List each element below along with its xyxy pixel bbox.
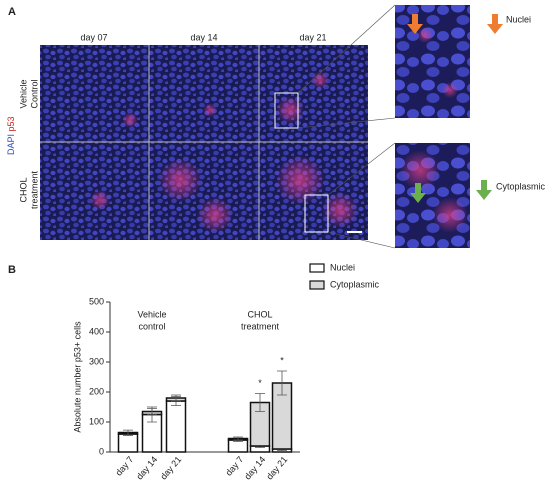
panel-label: B xyxy=(8,264,16,276)
stain-dapi: DAPI xyxy=(6,134,16,155)
error-bar xyxy=(123,429,133,436)
group-label: treatment xyxy=(241,321,280,331)
column-label: day 21 xyxy=(299,32,326,42)
error-bar xyxy=(255,393,265,412)
significance: * xyxy=(280,355,284,365)
micrographs xyxy=(40,4,503,249)
row-label: CHOL xyxy=(18,177,28,202)
y-tick-label: 100 xyxy=(89,416,104,426)
error-bar xyxy=(233,436,243,441)
y-tick-label: 500 xyxy=(89,296,104,306)
stain-p53: p53 xyxy=(6,116,16,131)
row-label: treatment xyxy=(29,170,39,209)
y-axis-label: Absolute number p53+ cells xyxy=(72,321,82,433)
error-bar xyxy=(147,408,157,415)
legend-label: Cytoplasmic xyxy=(330,279,380,289)
error-bar xyxy=(277,370,287,396)
legend-swatch xyxy=(309,280,325,290)
significance: * xyxy=(258,378,262,388)
group-label: CHOL xyxy=(247,309,272,319)
callout: Nuclei xyxy=(506,14,531,24)
legend-label: Nuclei xyxy=(330,262,355,272)
y-tick-label: 400 xyxy=(89,326,104,336)
stain-label: DAPI p53 xyxy=(6,116,16,155)
error-bar xyxy=(171,394,181,402)
panel-label: A xyxy=(8,6,16,18)
bar-segment xyxy=(117,433,139,453)
group-label: Vehicle xyxy=(137,309,166,319)
callout: Cytoplasmic xyxy=(496,181,546,191)
x-tick-label: day 14 xyxy=(134,454,159,481)
x-tick-label: day 21 xyxy=(158,454,183,481)
row-label: Control xyxy=(29,79,39,108)
y-tick-label: 300 xyxy=(89,356,104,366)
row-label: Vehicle xyxy=(18,79,28,108)
x-tick-label: day 21 xyxy=(264,454,289,481)
legend-swatch xyxy=(309,263,325,273)
y-tick-label: 0 xyxy=(99,446,104,456)
column-label: day 07 xyxy=(80,32,107,42)
y-tick-label: 200 xyxy=(89,386,104,396)
bar-segment xyxy=(165,400,187,453)
column-label: day 14 xyxy=(190,32,217,42)
group-label: control xyxy=(138,321,165,331)
x-tick-label: day 14 xyxy=(242,454,267,481)
x-tick-label: day 7 xyxy=(114,454,136,477)
p53-signal xyxy=(90,71,358,233)
